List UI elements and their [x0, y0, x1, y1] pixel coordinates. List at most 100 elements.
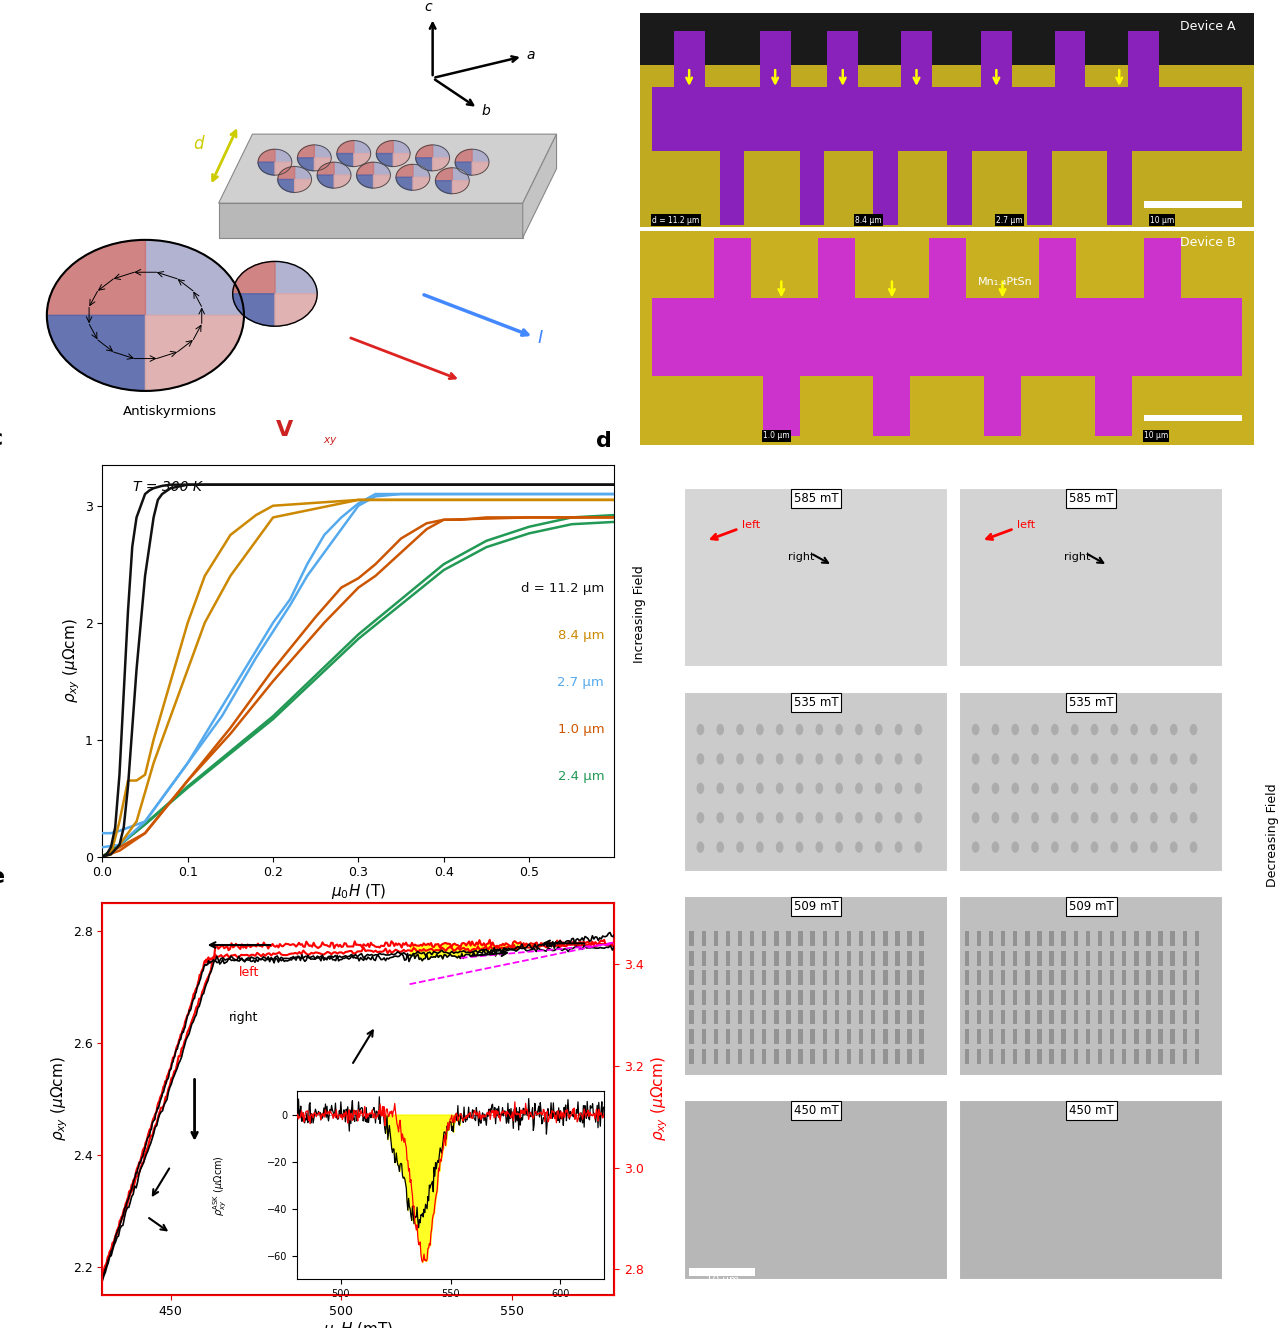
Wedge shape	[433, 145, 449, 158]
Circle shape	[815, 842, 823, 853]
Bar	[1050, 991, 1053, 1005]
Circle shape	[1151, 811, 1158, 823]
Circle shape	[1111, 811, 1119, 823]
Bar	[1170, 931, 1175, 946]
X-axis label: $\mu_0H$ (T): $\mu_0H$ (T)	[330, 882, 387, 902]
Bar	[1074, 931, 1078, 946]
Bar	[799, 991, 803, 1005]
Wedge shape	[374, 175, 390, 189]
Bar	[823, 931, 827, 946]
Bar	[1098, 1049, 1102, 1064]
Circle shape	[1130, 753, 1138, 765]
Bar	[823, 951, 827, 965]
Bar	[895, 1029, 900, 1044]
Bar	[690, 951, 694, 965]
Wedge shape	[357, 162, 374, 175]
Text: 585 mT: 585 mT	[1069, 491, 1114, 505]
Circle shape	[992, 782, 1000, 794]
Circle shape	[972, 753, 979, 765]
Circle shape	[1111, 724, 1119, 736]
Bar	[977, 971, 980, 985]
Bar	[818, 238, 855, 297]
Bar	[883, 1009, 887, 1024]
Bar	[1123, 1009, 1126, 1024]
Bar	[1183, 991, 1187, 1005]
Bar	[883, 931, 887, 946]
Text: $d$: $d$	[193, 135, 206, 153]
Bar	[1144, 238, 1180, 297]
Circle shape	[895, 724, 902, 736]
Text: 8.4 μm: 8.4 μm	[855, 215, 882, 224]
Bar	[1183, 931, 1187, 946]
Bar	[1025, 931, 1029, 946]
Bar	[989, 971, 993, 985]
Text: 10 μm: 10 μm	[705, 1275, 739, 1286]
Wedge shape	[233, 262, 275, 293]
Bar	[1012, 1009, 1018, 1024]
Circle shape	[1151, 724, 1158, 736]
Bar	[919, 1029, 924, 1044]
Bar	[737, 1029, 742, 1044]
Circle shape	[972, 782, 979, 794]
Bar	[774, 1049, 778, 1064]
Bar	[1012, 1049, 1018, 1064]
Circle shape	[736, 811, 744, 823]
Wedge shape	[376, 154, 393, 166]
Bar	[750, 1009, 754, 1024]
Bar	[1037, 931, 1042, 946]
Bar	[1183, 1029, 1187, 1044]
Bar	[1001, 1009, 1005, 1024]
Bar	[1025, 1009, 1029, 1024]
Circle shape	[914, 842, 922, 853]
Circle shape	[736, 842, 744, 853]
Bar	[1110, 1009, 1115, 1024]
Wedge shape	[393, 141, 410, 154]
Bar	[1147, 1049, 1151, 1064]
Bar	[726, 971, 730, 985]
Text: Device A: Device A	[1180, 20, 1236, 33]
Text: 1.0 μm: 1.0 μm	[558, 724, 604, 736]
Bar	[726, 1009, 730, 1024]
Circle shape	[836, 782, 844, 794]
Bar	[989, 1009, 993, 1024]
Bar	[835, 971, 840, 985]
Circle shape	[756, 724, 764, 736]
Bar	[1074, 1009, 1078, 1024]
Circle shape	[992, 724, 1000, 736]
Circle shape	[696, 811, 704, 823]
Bar	[859, 951, 863, 965]
Wedge shape	[472, 162, 489, 175]
Bar	[420, 0, 457, 4]
Bar	[1050, 951, 1053, 965]
Bar	[835, 951, 840, 965]
Bar	[1050, 971, 1053, 985]
Wedge shape	[317, 175, 334, 189]
Circle shape	[876, 782, 883, 794]
Circle shape	[895, 782, 902, 794]
Circle shape	[876, 811, 883, 823]
Bar	[895, 971, 900, 985]
Bar	[1085, 1029, 1091, 1044]
Bar	[690, 991, 694, 1005]
Bar	[1039, 238, 1076, 297]
Circle shape	[914, 811, 922, 823]
Bar	[883, 1029, 887, 1044]
Wedge shape	[317, 162, 334, 175]
Bar	[737, 1049, 742, 1064]
Bar	[835, 1029, 840, 1044]
Wedge shape	[472, 149, 489, 162]
Bar	[827, 31, 858, 86]
Circle shape	[796, 753, 804, 765]
Bar	[1027, 151, 1052, 224]
Bar	[810, 1009, 815, 1024]
Bar	[895, 1009, 900, 1024]
Bar	[1170, 1029, 1175, 1044]
Bar	[737, 1009, 742, 1024]
Bar	[714, 238, 750, 297]
Bar	[908, 1049, 911, 1064]
Circle shape	[796, 782, 804, 794]
Circle shape	[1111, 842, 1119, 853]
Bar	[690, 1029, 694, 1044]
Bar	[959, 1101, 1224, 1280]
Circle shape	[1011, 753, 1019, 765]
